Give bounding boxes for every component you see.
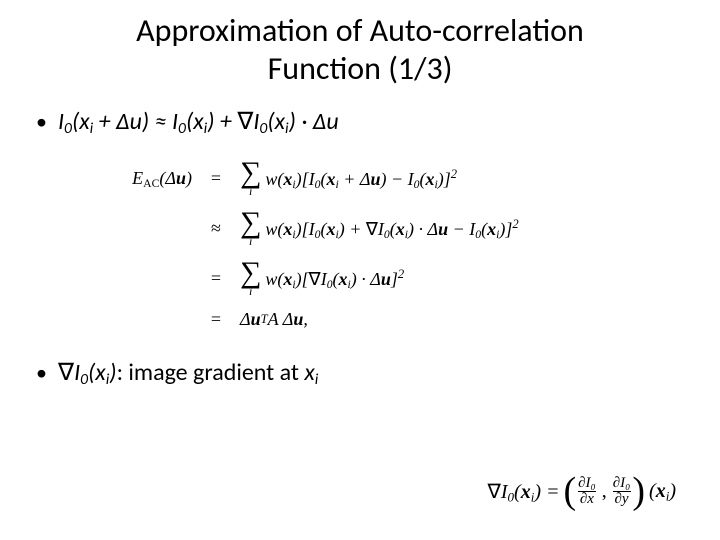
sigma-icon: ∑i	[240, 210, 261, 247]
partial-dy: ∂I₀ ∂y	[611, 476, 633, 509]
slide-container: Approximation of Auto-correlation Functi…	[0, 0, 720, 410]
gradient-definition: ∇I0(xi) = ( ∂I₀ ∂x , ∂I₀ ∂y ) (xi)	[487, 476, 676, 509]
gradient-tuple: ( ∂I₀ ∂x , ∂I₀ ∂y )	[563, 476, 645, 509]
approximation-expression: I0(xi + Δu) ≈ I0(xi) + ∇I0(xi) · Δu	[58, 106, 339, 139]
bullet-marker: •	[36, 359, 50, 388]
title-line-1: Approximation of Auto-correlation	[136, 11, 584, 50]
derivation-rhs-4: ΔuT A Δu,	[240, 309, 308, 330]
op-approx: ≈	[206, 218, 226, 239]
sigma-icon: ∑i	[240, 160, 261, 197]
bullet-approximation: • I0(xi + Δu) ≈ I0(xi) + ∇I0(xi) · Δu	[28, 106, 692, 139]
op-equals: =	[206, 168, 226, 189]
op-equals: =	[206, 268, 226, 289]
gradient-lhs: ∇I0(xi) =	[487, 479, 559, 505]
op-equals: =	[206, 309, 226, 330]
derivation-lhs: EAC(Δu)	[118, 168, 192, 190]
gradient-arg: (xi)	[649, 480, 676, 504]
derivation-rhs-2: ∑i w(xi)[I0(xi) + ∇I0(xi) · Δu − I0(xi)]…	[240, 210, 519, 247]
derivation-block: EAC(Δu) = ∑i w(xi)[I0(xi + Δu) − I0(xi)]…	[28, 153, 692, 337]
derivation-row-2: ≈ ∑i w(xi)[I0(xi) + ∇I0(xi) · Δu − I0(xi…	[118, 203, 692, 255]
derivation-row-3: = ∑i w(xi)[∇I0(xi) · Δu]2	[118, 253, 692, 305]
derivation-row-1: EAC(Δu) = ∑i w(xi)[I0(xi + Δu) − I0(xi)]…	[118, 153, 692, 205]
bullet-gradient-note: • ∇I0(xi): image gradient at xi	[28, 357, 692, 390]
gradient-note-text: ∇I0(xi): image gradient at xi	[58, 357, 318, 390]
derivation-rhs-3: ∑i w(xi)[∇I0(xi) · Δu]2	[240, 260, 404, 297]
slide-title: Approximation of Auto-correlation Functi…	[28, 12, 692, 88]
bullet-marker: •	[36, 108, 50, 137]
partial-dx: ∂I₀ ∂x	[576, 476, 598, 509]
title-line-2: Function (1/3)	[268, 49, 453, 88]
derivation-row-4: = ΔuT A Δu,	[118, 303, 692, 337]
sigma-icon: ∑i	[240, 260, 261, 297]
derivation-rhs-1: ∑i w(xi)[I0(xi + Δu) − I0(xi)]2	[240, 160, 457, 197]
